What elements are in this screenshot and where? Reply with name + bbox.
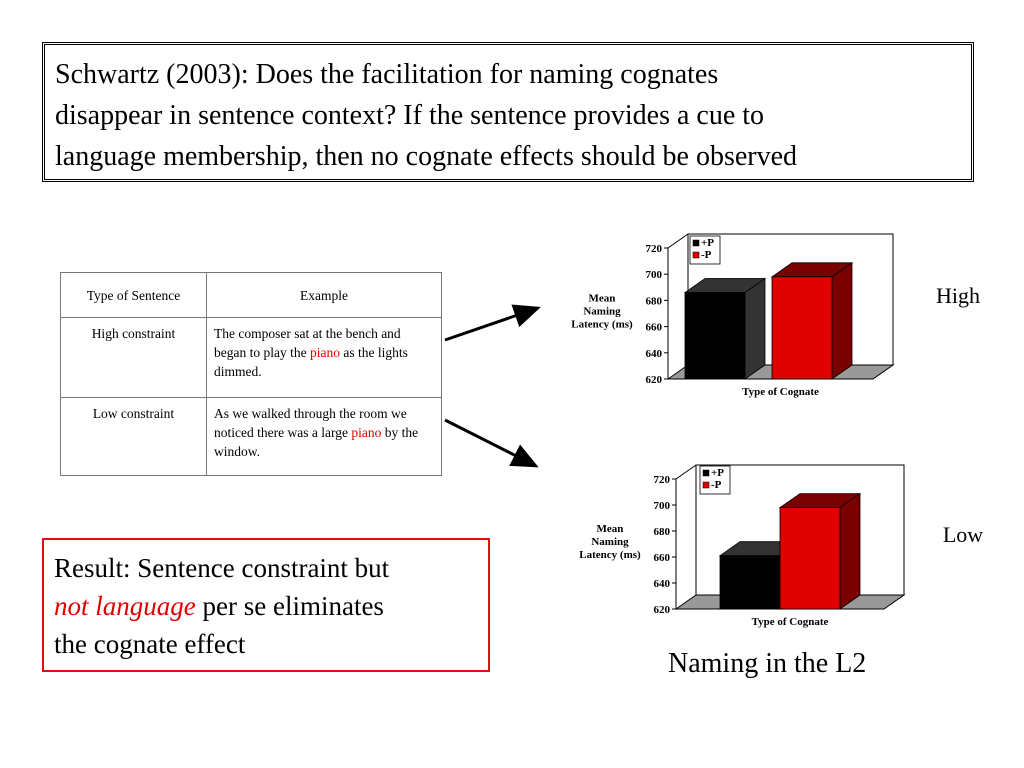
result-line: Result: Sentence constraint but <box>54 553 390 583</box>
text: The composer sat at the bench and began … <box>214 326 401 360</box>
emphasis: not language <box>54 591 196 621</box>
y-axis-label: Naming <box>583 306 621 318</box>
table-row: High constraint The composer sat at the … <box>60 317 442 398</box>
highlight: piano <box>351 425 382 440</box>
result-line: the cognate effect <box>54 629 246 659</box>
bar-side <box>831 262 853 380</box>
table-row: Low constraint As we walked through the … <box>60 397 442 476</box>
legend-label: +P <box>711 467 724 479</box>
title-line: language membership, then no cognate eff… <box>55 141 798 172</box>
bar <box>771 276 833 380</box>
text: by the window. <box>214 425 419 459</box>
y-tick-label: 700 <box>646 269 663 281</box>
legend-label: -P <box>711 479 722 491</box>
title-line: disappear in sentence context? If the se… <box>55 100 765 131</box>
y-tick-label: 720 <box>646 243 663 255</box>
y-axis-label: Mean <box>597 523 624 535</box>
legend-swatch <box>702 481 710 489</box>
y-axis-connector <box>675 464 697 480</box>
bar <box>779 507 841 610</box>
legend-label: -P <box>701 249 712 261</box>
legend-swatch <box>692 251 700 259</box>
y-tick-label: 660 <box>646 322 663 334</box>
sentence-table: Type of Sentence Example High constraint… <box>60 272 442 476</box>
text: As we walked through the room we noticed… <box>214 406 407 440</box>
y-axis-label: Mean <box>589 293 616 305</box>
bar-side <box>744 277 766 380</box>
caption: Naming in the L2 <box>668 648 867 679</box>
x-axis-label: Type of Cognate <box>752 616 829 628</box>
bar <box>719 555 781 610</box>
y-axis-connector <box>667 233 689 249</box>
y-axis-label: Latency (ms) <box>579 549 641 561</box>
y-tick-label: 680 <box>646 295 663 307</box>
cell: The composer sat at the bench and began … <box>206 317 442 398</box>
result-line: not language per se eliminates <box>44 587 488 625</box>
y-axis-label: Naming <box>591 536 629 548</box>
annotation: High <box>936 283 980 308</box>
x-axis-label: Type of Cognate <box>742 386 819 398</box>
y-tick-label: 620 <box>654 604 671 616</box>
annotation: Low <box>943 522 983 547</box>
text: as the lights dimmed. <box>214 345 408 379</box>
y-tick-label: 640 <box>654 578 671 590</box>
cell: As we walked through the room we noticed… <box>206 397 442 476</box>
header-cell: Example <box>206 272 442 318</box>
legend-label: +P <box>701 237 714 249</box>
cell: Low constraint <box>60 397 207 476</box>
title-box: Schwartz (2003): Does the facilitation f… <box>42 42 974 182</box>
arrow <box>444 418 539 468</box>
legend-swatch <box>702 469 710 477</box>
result-box: Result: Sentence constraint but not lang… <box>42 538 490 672</box>
y-tick-label: 720 <box>654 474 671 486</box>
arrow <box>444 304 541 342</box>
y-tick-label: 640 <box>646 348 663 360</box>
y-tick-label: 680 <box>654 526 671 538</box>
highlight: piano <box>309 345 340 360</box>
y-axis-label: Latency (ms) <box>571 319 633 331</box>
title-line: Schwartz (2003): Does the facilitation f… <box>55 59 719 90</box>
bar <box>684 292 746 380</box>
legend-swatch <box>692 239 700 247</box>
y-tick-label: 620 <box>646 374 663 386</box>
text: per se eliminates <box>195 591 384 621</box>
bar-side <box>839 492 861 610</box>
y-tick-label: 660 <box>654 552 671 564</box>
y-tick-label: 700 <box>654 500 671 512</box>
